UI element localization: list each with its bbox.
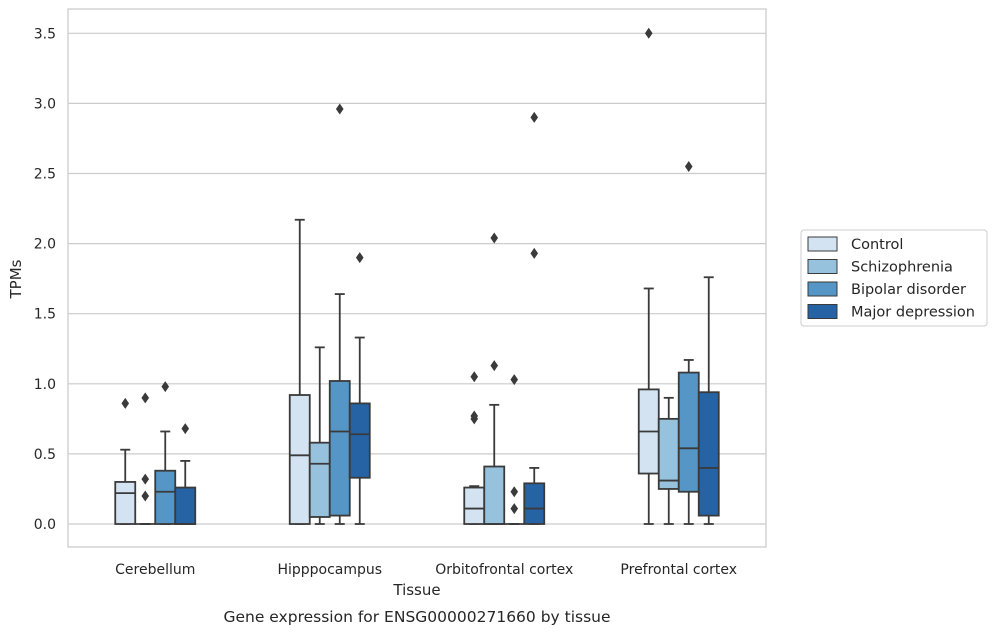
legend: Control Schizophrenia Bipolar disorder Majo… — [800, 229, 988, 327]
box-control — [288, 218, 311, 525]
box-body — [657, 417, 680, 490]
legend-label: Bipolar disorder — [851, 282, 966, 298]
box-major-depression — [348, 252, 371, 525]
legend-frame — [800, 229, 988, 327]
legend-swatch — [807, 236, 838, 252]
box-bipolar-disorder — [677, 160, 700, 525]
chart-caption: Gene expression for ENSG00000271660 by t… — [223, 608, 610, 626]
y-tick-labels: 0.0 0.5 1.0 1.5 2.0 2.5 3.0 3.5 — [34, 26, 56, 533]
box-body — [308, 441, 331, 518]
box-major-depression — [523, 111, 546, 525]
box-body — [328, 380, 351, 517]
outlier-point — [490, 232, 499, 244]
outlier-point — [335, 103, 344, 115]
outlier-point — [490, 360, 499, 372]
box-control — [463, 371, 486, 525]
outlier-point — [510, 486, 519, 498]
legend-label: Schizophrenia — [851, 260, 953, 276]
x-tick-label: Orbitofrontal cortex — [435, 562, 573, 578]
box-body — [174, 486, 197, 525]
outlier-point — [684, 160, 693, 172]
box-body — [114, 481, 137, 525]
x-tick-label: Prefrontal cortex — [620, 562, 737, 578]
y-tick-label: 0.5 — [34, 447, 56, 463]
outlier-point — [470, 371, 479, 383]
y-tick-label: 1.0 — [34, 377, 56, 393]
box-schizophrenia — [135, 392, 156, 525]
box-bipolar-disorder — [328, 103, 351, 525]
legend-swatch — [807, 304, 838, 319]
y-tick-label: 0.0 — [34, 517, 56, 533]
x-tick-label: Cerebellum — [115, 562, 195, 578]
outlier-point — [510, 374, 519, 386]
box-body — [154, 469, 177, 525]
box-body — [523, 482, 546, 525]
outlier-point — [161, 381, 170, 393]
plot-frame — [67, 8, 767, 548]
box-schizophrenia — [657, 396, 680, 525]
y-tick-label: 2.0 — [34, 237, 56, 253]
box-control — [114, 397, 137, 525]
legend-swatch — [807, 281, 838, 297]
x-tick-label: Hipppocampus — [277, 562, 382, 578]
box-body — [677, 371, 700, 493]
outlier-point — [470, 413, 479, 425]
outlier-point — [141, 473, 150, 485]
box-body — [697, 391, 720, 517]
box-major-depression — [174, 423, 197, 525]
outlier-point — [121, 397, 130, 409]
box-body — [288, 394, 311, 525]
outlier-point — [355, 252, 364, 264]
box-control — [637, 27, 660, 525]
legend-label: Control — [851, 237, 903, 253]
y-axis-label: TPMs — [7, 259, 25, 299]
y-tick-label: 3.0 — [34, 96, 56, 112]
outlier-point — [141, 392, 150, 404]
outlier-point — [644, 27, 653, 39]
box-schizophrenia — [483, 232, 506, 525]
outlier-point — [510, 503, 519, 515]
x-axis-label: Tissue — [392, 581, 440, 599]
box-body — [483, 465, 506, 525]
legend-label: Major depression — [851, 305, 975, 321]
outlier-point — [530, 247, 539, 259]
outlier-point — [530, 111, 539, 123]
box-major-depression — [697, 276, 720, 525]
box-schizophrenia — [308, 346, 331, 525]
x-tick-labels: Cerebellum Hipppocampus Orbitofrontal cort… — [115, 562, 737, 578]
y-tick-label: 3.5 — [34, 26, 56, 42]
grid-lines — [68, 32, 766, 525]
box-body — [348, 402, 371, 479]
box-bipolar-disorder — [504, 374, 525, 525]
legend-swatch — [807, 259, 838, 274]
box-bipolar-disorder — [154, 381, 177, 525]
y-tick-label: 2.5 — [34, 167, 56, 183]
outlier-point — [141, 490, 150, 502]
outlier-point — [181, 423, 190, 435]
boxes — [114, 27, 720, 525]
box-body — [463, 486, 486, 525]
y-tick-label: 1.5 — [34, 307, 56, 323]
